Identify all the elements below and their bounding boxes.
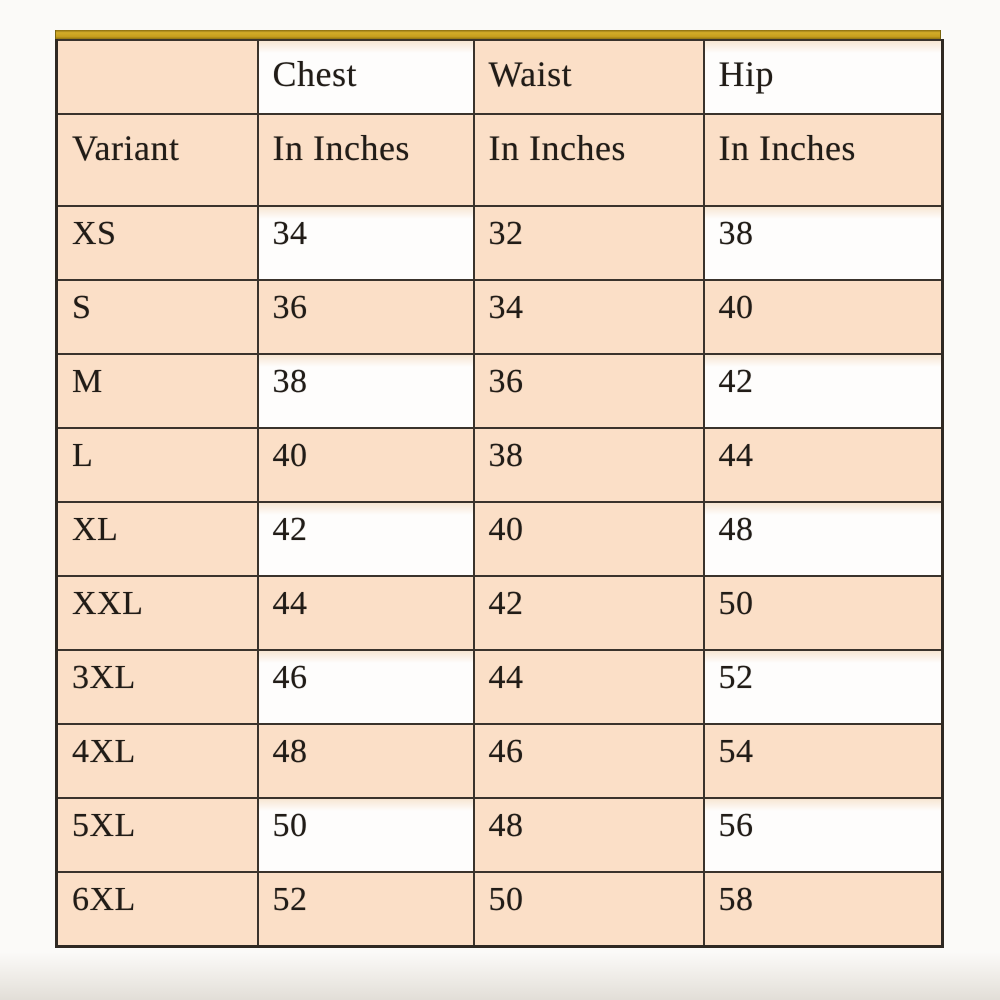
chest-cell: 52 [256,871,475,947]
header-cell-chest-units: In Inches [256,113,475,207]
header-cell-blank [55,39,259,115]
variant-cell: XS [55,205,259,281]
table-row-3xl: 3XL 46 44 52 [55,649,944,725]
hip-cell: 58 [702,871,944,947]
waist-cell: 36 [472,353,705,429]
header-row-measures: Chest Waist Hip [55,39,944,115]
chest-cell: 48 [256,723,475,799]
variant-cell: L [55,427,259,503]
waist-cell: 32 [472,205,705,281]
header-cell-variant: Variant [55,113,259,207]
hip-cell: 50 [702,575,944,651]
waist-cell: 40 [472,501,705,577]
variant-cell: 4XL [55,723,259,799]
chest-cell: 34 [256,205,475,281]
table-row-xl: XL 42 40 48 [55,501,944,577]
table-row-5xl: 5XL 50 48 56 [55,797,944,873]
waist-cell: 42 [472,575,705,651]
waist-cell: 44 [472,649,705,725]
waist-cell: 50 [472,871,705,947]
variant-cell: S [55,279,259,355]
table-row-xxl: XXL 44 42 50 [55,575,944,651]
waist-cell: 34 [472,279,705,355]
variant-cell: 3XL [55,649,259,725]
waist-cell: 38 [472,427,705,503]
header-cell-waist-units: In Inches [472,113,705,207]
header-cell-chest: Chest [256,39,475,115]
size-chart: Chest Waist Hip Variant In Inches In Inc… [55,30,944,948]
variant-cell: XL [55,501,259,577]
table-row-s: S 36 34 40 [55,279,944,355]
gold-accent-stripe [55,30,941,39]
hip-cell: 56 [702,797,944,873]
size-chart-table: Chest Waist Hip Variant In Inches In Inc… [55,39,944,948]
variant-cell: XXL [55,575,259,651]
waist-cell: 48 [472,797,705,873]
hip-cell: 48 [702,501,944,577]
variant-cell: 5XL [55,797,259,873]
header-row-units: Variant In Inches In Inches In Inches [55,113,944,207]
chest-cell: 50 [256,797,475,873]
chest-cell: 38 [256,353,475,429]
variant-cell: 6XL [55,871,259,947]
hip-cell: 40 [702,279,944,355]
header-cell-hip-units: In Inches [702,113,944,207]
table-row-xs: XS 34 32 38 [55,205,944,281]
chest-cell: 42 [256,501,475,577]
page-bottom-shadow [0,952,1000,1000]
chest-cell: 46 [256,649,475,725]
variant-cell: M [55,353,259,429]
hip-cell: 54 [702,723,944,799]
chest-cell: 36 [256,279,475,355]
hip-cell: 44 [702,427,944,503]
header-cell-waist: Waist [472,39,705,115]
waist-cell: 46 [472,723,705,799]
chest-cell: 40 [256,427,475,503]
hip-cell: 38 [702,205,944,281]
table-row-6xl: 6XL 52 50 58 [55,871,944,947]
header-cell-hip: Hip [702,39,944,115]
hip-cell: 42 [702,353,944,429]
table-row-l: L 40 38 44 [55,427,944,503]
table-row-4xl: 4XL 48 46 54 [55,723,944,799]
table-row-m: M 38 36 42 [55,353,944,429]
hip-cell: 52 [702,649,944,725]
chest-cell: 44 [256,575,475,651]
